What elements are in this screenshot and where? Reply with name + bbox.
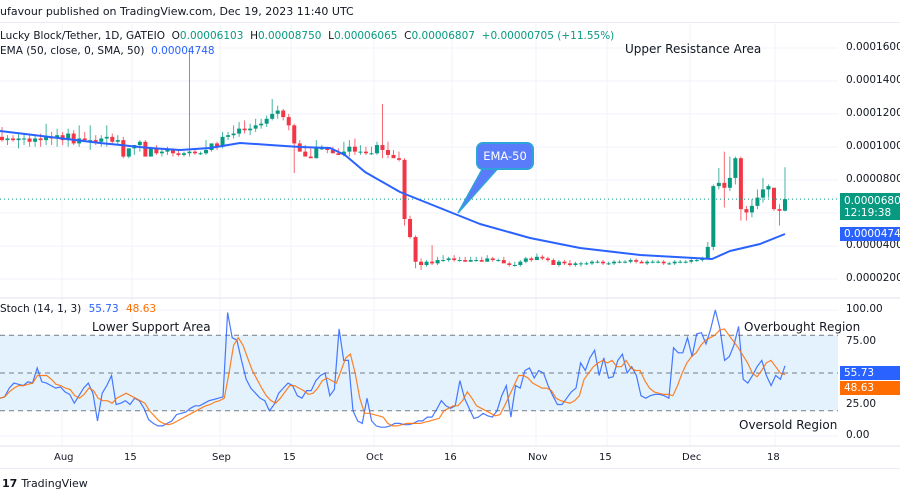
time-tick: 15 <box>124 452 137 463</box>
oversold-annotation: Oversold Region <box>739 418 838 432</box>
header-divider <box>0 22 900 23</box>
overbought-annotation: Overbought Region <box>744 320 861 334</box>
time-tick: 15 <box>599 452 612 463</box>
time-tick: 15 <box>283 452 296 463</box>
time-tick: Oct <box>366 452 384 463</box>
ema-value: 0.00004748 <box>151 45 215 57</box>
stoch-label[interactable]: Stoch (14, 1, 3) <box>0 303 82 315</box>
tradingview-branding[interactable]: 17 TradingView <box>2 477 88 490</box>
tradingview-logo-icon: 17 <box>2 477 18 490</box>
close-label: C <box>404 30 412 42</box>
brand-name: TradingView <box>21 477 88 490</box>
ohlc-row: Lucky Block/Tether, 1D, GATEIO O0.000061… <box>0 29 614 44</box>
close-value: 0.00006807 <box>411 30 475 42</box>
ema-callout: EMA-50 <box>476 142 534 170</box>
time-tick: Nov <box>528 452 548 463</box>
stoch-tick: 75.00 <box>846 335 877 347</box>
price-legend: Lucky Block/Tether, 1D, GATEIO O0.000061… <box>0 29 614 59</box>
time-tick: 16 <box>444 452 457 463</box>
current-price-badge: 0.00006807 12:19:38 <box>840 193 900 220</box>
open-value: 0.00006103 <box>179 30 244 42</box>
candlesticks <box>0 48 838 270</box>
stoch-k-value: 55.73 <box>88 303 119 315</box>
stoch-tick: 25.00 <box>846 398 877 410</box>
stoch-k-badge: 55.73 <box>840 366 900 380</box>
publisher-caption: ufavour published on TradingView.com, De… <box>0 5 354 18</box>
time-tick: Dec <box>682 452 702 463</box>
high-label: H <box>250 30 258 42</box>
upper-resistance-annotation: Upper Resistance Area <box>625 42 762 56</box>
stoch-legend: Stoch (14, 1, 3) 55.73 48.63 <box>0 303 156 315</box>
symbol-label[interactable]: Lucky Block/Tether, 1D, GATEIO <box>0 30 165 42</box>
time-tick: Sep <box>212 452 231 463</box>
time-tick: Aug <box>54 452 74 463</box>
low-label: L <box>328 30 334 42</box>
ema-row: EMA (50, close, 0, SMA, 50) 0.00004748 <box>0 44 614 59</box>
time-tick: 18 <box>767 452 780 463</box>
current-price: 0.00006807 <box>844 195 900 207</box>
stoch-d-value: 48.63 <box>126 303 157 315</box>
ema-callout-tail <box>457 165 502 214</box>
open-label: O <box>171 30 180 42</box>
lower-support-annotation: Lower Support Area <box>92 320 211 334</box>
stoch-band <box>0 334 838 412</box>
stoch-d-badge: 48.63 <box>840 381 900 395</box>
high-value: 0.00008750 <box>257 30 322 42</box>
change-value: +0.00000705 (+11.55%) <box>481 30 615 42</box>
bar-countdown: 12:19:38 <box>844 207 892 219</box>
stoch-lines <box>0 309 786 428</box>
low-value: 0.00006065 <box>334 30 398 42</box>
ema-line <box>0 130 786 260</box>
ema-label[interactable]: EMA (50, close, 0, SMA, 50) <box>0 45 145 57</box>
stoch-tick: 100.00 <box>846 303 883 315</box>
stoch-tick: 0.00 <box>846 429 870 441</box>
footer-divider <box>0 468 900 469</box>
ema-price-badge: 0.00004748 <box>840 227 900 241</box>
